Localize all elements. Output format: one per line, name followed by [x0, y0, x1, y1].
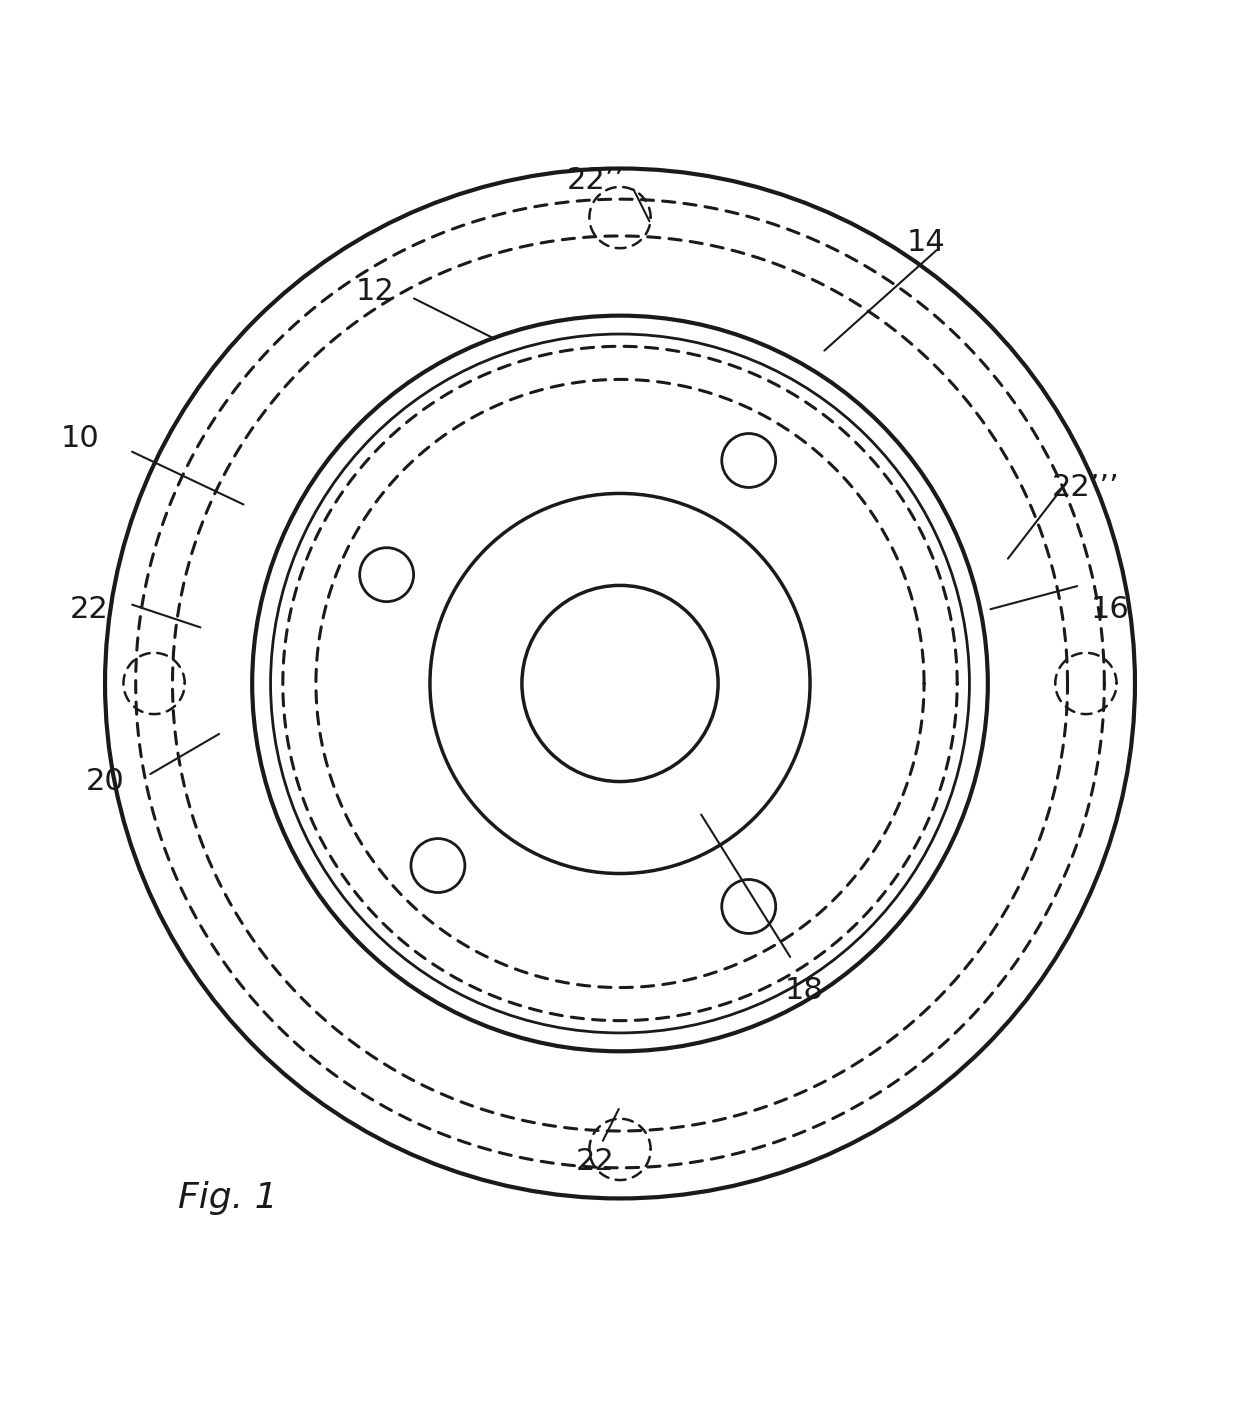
Text: 22': 22' [69, 595, 117, 624]
Text: 18: 18 [785, 976, 823, 1004]
Text: 12: 12 [356, 276, 394, 306]
Text: 22’’: 22’’ [567, 166, 625, 195]
Text: Fig. 1: Fig. 1 [177, 1181, 278, 1215]
Text: 22’’’: 22’’’ [1052, 473, 1120, 501]
Text: 20: 20 [86, 767, 124, 796]
Text: 10: 10 [61, 423, 100, 453]
Text: 14: 14 [908, 228, 946, 256]
Text: 22: 22 [577, 1147, 615, 1177]
Text: 16: 16 [1091, 595, 1130, 624]
